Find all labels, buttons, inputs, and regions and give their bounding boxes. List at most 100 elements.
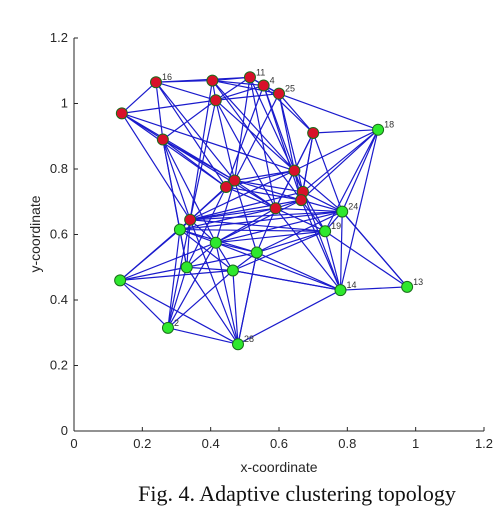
edge-line: [212, 79, 280, 95]
edge-line: [263, 85, 295, 171]
edge-line: [121, 81, 157, 114]
edge-line: [167, 270, 234, 329]
edge-line: [341, 211, 408, 288]
edge-line: [275, 207, 341, 291]
y-tick-label: 0.2: [50, 358, 68, 373]
edge-line: [256, 251, 341, 291]
edge-line: [167, 267, 188, 329]
node-n30: [401, 280, 414, 293]
node-n16: [150, 76, 162, 89]
edge-line: [324, 231, 342, 291]
y-tick-label: 0: [61, 423, 68, 438]
edge-line: [278, 93, 379, 131]
node-n10: [228, 174, 241, 187]
edge-line: [215, 210, 343, 244]
edge-line: [190, 219, 326, 232]
ticks-layer: 0 0.2 0.4 0.6 0.8 1 1.2 0 0.2 0.4 0.6 0.8 1 1.2: [50, 30, 493, 451]
edge-line: [313, 129, 379, 134]
node-label: 28: [244, 334, 254, 344]
node-label: 11: [256, 67, 265, 77]
edge-line: [215, 230, 326, 244]
edge-line: [340, 286, 408, 291]
node-n7: [307, 126, 320, 139]
edge-line: [211, 80, 295, 172]
node-label: 19: [331, 221, 341, 231]
edge-line: [215, 242, 257, 254]
edge-line: [237, 289, 341, 345]
edge-line: [179, 210, 343, 231]
y-tick-label: 0.8: [50, 161, 68, 176]
x-tick-label: 1: [412, 436, 419, 451]
x-tick-label: 1.2: [475, 436, 493, 451]
edge-line: [162, 99, 217, 141]
edge-line: [162, 139, 191, 220]
edge-line: [186, 251, 257, 268]
edge-line: [302, 191, 343, 213]
edge-line: [232, 269, 341, 291]
y-tick-label: 1.2: [50, 30, 68, 45]
node-n22: [209, 236, 222, 249]
edge-line: [215, 100, 236, 181]
edge-line: [256, 211, 343, 254]
nodes-layer: 16 11 4 25 18 24 19 14 13 2 28: [114, 67, 423, 351]
node-n11: [243, 71, 256, 84]
node-n17: [184, 213, 197, 226]
edge-line: [215, 99, 295, 172]
edge-line: [341, 129, 379, 212]
edge-line: [189, 80, 213, 220]
edge-line: [339, 129, 379, 291]
edge-line: [190, 210, 343, 221]
edge-line: [186, 219, 191, 268]
edge-line: [233, 77, 251, 181]
node-label: 2: [174, 318, 179, 328]
edge-line: [179, 229, 188, 268]
edge-line: [162, 139, 227, 188]
edge-line: [167, 242, 217, 329]
edge-line: [215, 84, 264, 101]
edge-line: [121, 112, 295, 172]
node-n15: [269, 202, 282, 215]
edge-line: [179, 207, 276, 231]
y-axis-label: y-coordinate: [27, 195, 43, 272]
edge-line: [186, 242, 217, 268]
edge-line: [232, 230, 326, 272]
edge-line: [301, 199, 343, 213]
node-label: 24: [348, 202, 358, 212]
edge-line: [234, 179, 302, 201]
plot-area: [74, 38, 484, 431]
edge-line: [186, 266, 233, 272]
node-label: 18: [384, 120, 394, 130]
edge-line: [189, 219, 239, 345]
node-n23: [250, 246, 263, 259]
edge-line: [300, 129, 379, 201]
edge-line: [215, 242, 239, 345]
edge-line: [155, 81, 216, 101]
node-n18: [372, 123, 385, 136]
edge-line: [278, 93, 314, 134]
node-n6: [115, 107, 128, 120]
node-n21: [173, 223, 186, 236]
edge-line: [212, 76, 251, 82]
edge-line: [215, 76, 251, 101]
figure-caption: Fig. 4. Adaptive clustering topology: [138, 481, 456, 506]
edge-line: [121, 99, 216, 114]
node-n12: [220, 181, 233, 194]
edge-line: [167, 327, 239, 345]
edge-line: [275, 207, 343, 213]
edge-line: [234, 179, 276, 209]
edge-line: [302, 129, 379, 193]
edge-line: [293, 170, 343, 213]
node-label: 4: [270, 75, 275, 85]
edge-line: [278, 93, 304, 193]
edge-line: [312, 132, 343, 212]
node-n32: [232, 338, 244, 351]
node-n19: [319, 225, 332, 238]
edge-line: [190, 207, 276, 221]
edge-line: [215, 207, 276, 244]
y-tick-label: 1: [61, 96, 68, 111]
x-tick-label: 0.8: [338, 436, 356, 451]
node-n27: [226, 264, 239, 277]
edge-line: [324, 230, 408, 288]
edge-line: [162, 139, 276, 209]
